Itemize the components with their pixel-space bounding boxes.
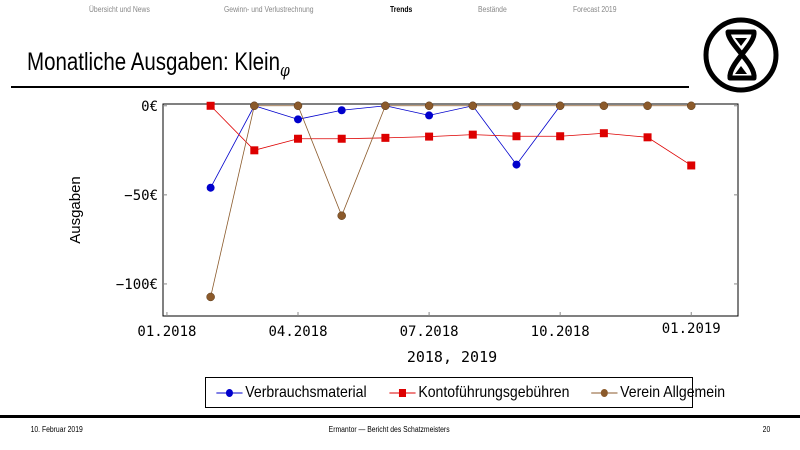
data-point [512, 132, 521, 141]
slide-title: Monatliche Ausgaben: Kleinφ [27, 48, 290, 81]
series-line-1 [210, 105, 692, 166]
data-point [643, 101, 652, 111]
legend-item: Verbrauchsmaterial [216, 383, 367, 402]
data-point [337, 211, 346, 220]
title-subscript: φ [280, 61, 290, 81]
y-axis-label: Ausgaben [67, 176, 84, 244]
data-point [381, 133, 390, 142]
title-text: Monatliche Ausgaben: Klein [27, 48, 281, 76]
footer-rule [0, 415, 800, 418]
data-point [206, 183, 215, 192]
x-tick-label: 01.2018 [137, 324, 196, 340]
data-point [337, 106, 346, 115]
y-tick-label: 0€ [141, 99, 158, 115]
data-point [643, 133, 652, 142]
x-tick-label: 07.2018 [400, 324, 459, 340]
chart-legend: Verbrauchsmaterial Kontoführungsgebühren V… [205, 377, 725, 408]
chart: 01.2018 04.2018 07.2018 10.2018 01.2019 0€ −50… [67, 99, 739, 366]
data-point [556, 132, 565, 141]
nav-item-forecast[interactable]: Forecast 2019 [573, 5, 617, 14]
series-line-2 [210, 105, 692, 298]
series-line-0 [210, 105, 561, 188]
data-point [599, 129, 608, 138]
legend-label: Kontoführungsgebühren [418, 383, 570, 401]
plot-frame [162, 103, 739, 317]
data-point [250, 101, 259, 111]
legend-item: Kontoführungsgebühren [389, 384, 569, 402]
data-point [599, 101, 609, 111]
x-tick-label: 04.2018 [269, 324, 328, 340]
data-point [686, 101, 696, 111]
legend-label: Verein Allgemein [619, 383, 725, 401]
y-tick-label: −50€ [124, 188, 158, 204]
data-point [425, 111, 434, 120]
legend-marker [216, 388, 243, 397]
legend-marker [389, 388, 416, 397]
logo [703, 17, 779, 93]
nav-item-overview[interactable]: Übersicht und News [89, 5, 150, 14]
data-point [206, 292, 215, 302]
data-point [555, 101, 565, 111]
data-point [424, 101, 434, 111]
data-point [468, 101, 478, 111]
data-point [381, 101, 390, 111]
footer-title: Ermantor — Bericht des Schatzmeisters [328, 425, 450, 434]
nav-item-trends[interactable]: Trends [390, 5, 413, 14]
footer-date: 10. Februar 2019 [30, 425, 83, 434]
data-point [250, 146, 259, 155]
data-point [687, 161, 696, 170]
x-tick-label: 01.2019 [662, 321, 721, 337]
legend-marker [590, 388, 618, 397]
data-point [512, 160, 521, 169]
legend-label: Verbrauchsmaterial [245, 383, 367, 401]
data-point [293, 101, 303, 111]
data-point [337, 134, 346, 143]
x-tick-label: 10.2018 [531, 324, 590, 340]
data-point [512, 101, 521, 111]
data-point [425, 132, 434, 141]
nav-item-pnl[interactable]: Gewinn- und Verlustrechnung [224, 5, 314, 14]
footer-page-number: 20 [762, 425, 771, 434]
x-axis-label: 2018, 2019 [407, 348, 497, 366]
y-tick-label: −100€ [116, 277, 158, 293]
legend-item: Verein Allgemein [590, 383, 725, 402]
data-point [294, 115, 303, 124]
nav-item-inventory[interactable]: Bestände [478, 5, 507, 14]
data-point [468, 130, 477, 139]
title-rule [11, 86, 689, 88]
data-point [206, 101, 215, 110]
data-point [294, 134, 303, 143]
